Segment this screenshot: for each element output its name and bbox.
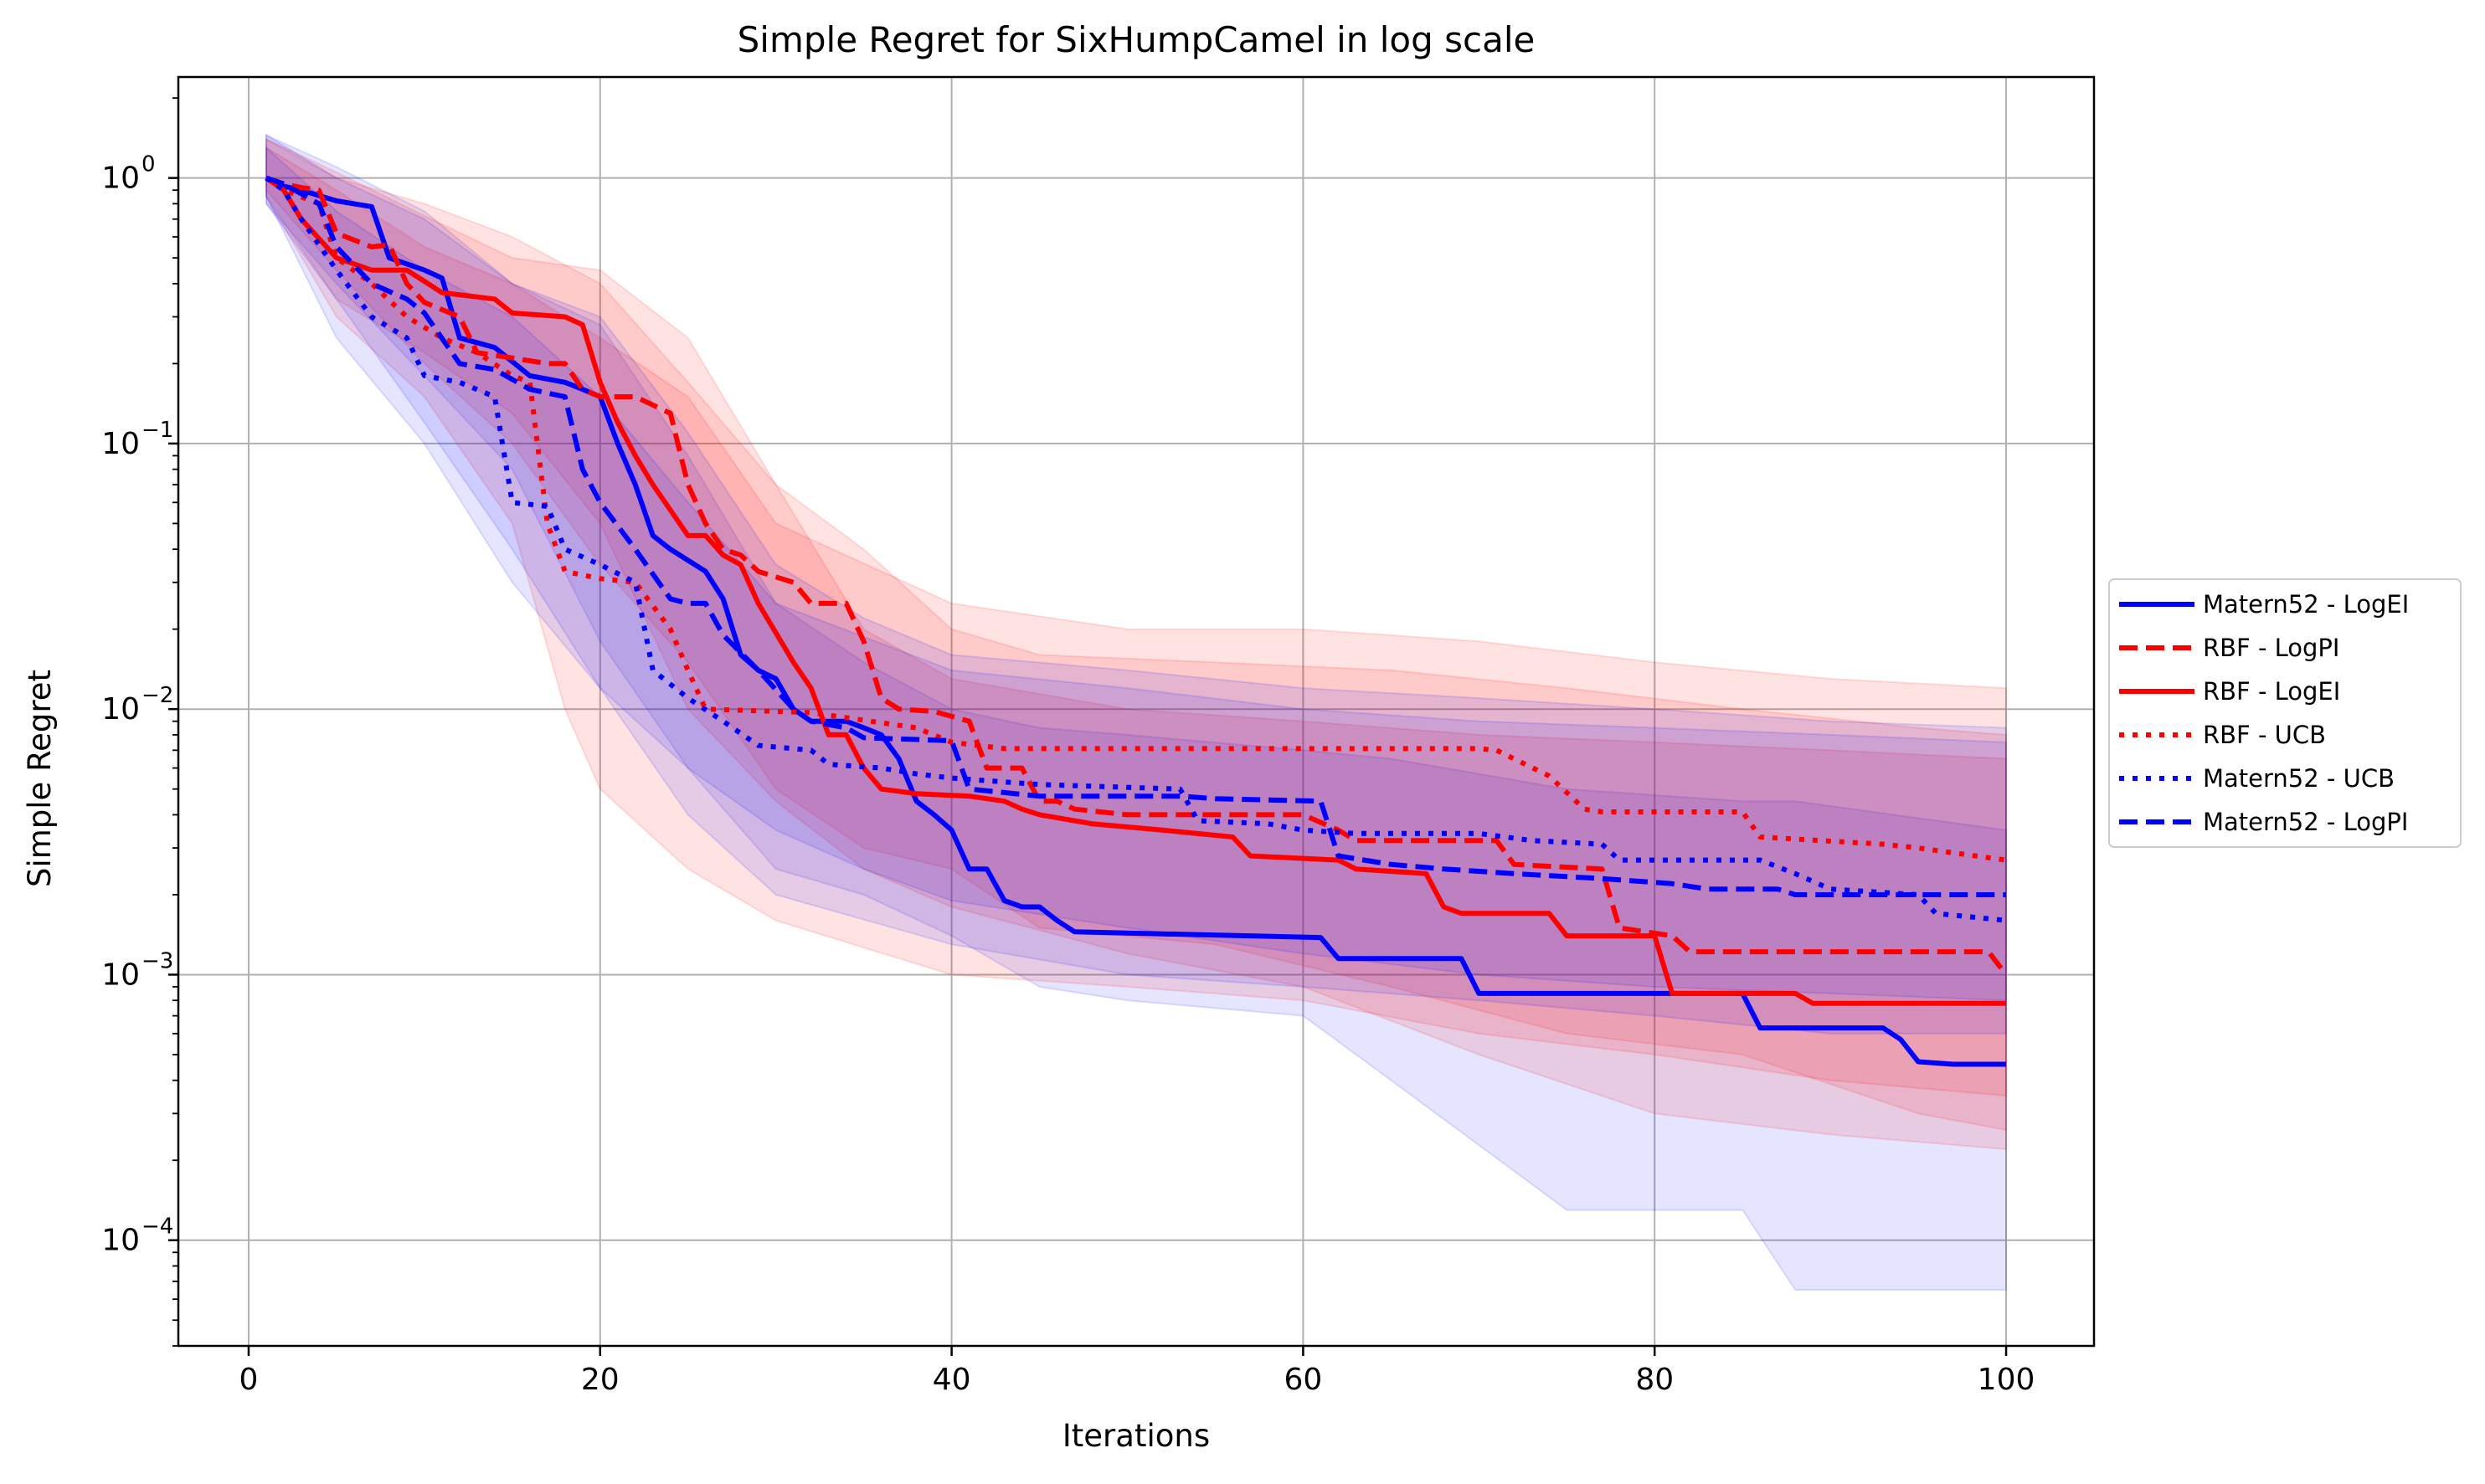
legend-label: RBF - LogPI [2203,634,2339,662]
y-tick-exponent: −1 [141,418,173,443]
x-axis-ticks: 0 20 40 60 80 100 [239,1346,2035,1397]
y-tick-label: 10 [101,162,140,196]
x-tick-label: 60 [1284,1363,1323,1397]
legend-label: Matern52 - UCB [2203,764,2395,793]
x-tick-label: 100 [1978,1363,2035,1397]
confidence-bands [265,133,2007,1291]
confidence-band [265,137,2007,1151]
y-tick-label: 10 [101,958,140,992]
grid-lines [178,77,2094,1346]
x-tick-label: 0 [239,1363,259,1397]
legend-label: Matern52 - LogPI [2203,808,2408,836]
chart-title: Simple Regret for SixHumpCamel in log sc… [738,19,1536,60]
y-tick-exponent: −2 [141,683,173,708]
x-tick-label: 20 [581,1363,620,1397]
x-tick-label: 40 [933,1363,971,1397]
y-tick-label: 10 [101,692,140,727]
y-tick-exponent: −3 [141,948,173,973]
series-line [265,176,2006,1006]
series-line [265,175,2009,977]
confidence-band [265,146,2007,1097]
confidence-band [265,137,2007,1132]
y-tick-exponent: −4 [141,1214,173,1240]
y-tick-exponent: 0 [141,152,156,177]
series-line [265,175,2006,1067]
series-line [265,176,2007,863]
legend: Matern52 - LogEI RBF - LogPI RBF - LogEI RB… [2108,578,2462,848]
axes-frame [177,75,2096,1348]
series-line [265,176,2007,923]
y-tick-label: 10 [101,427,140,461]
x-axis-label: Iterations [1062,1418,1210,1454]
confidence-band [265,146,2007,1035]
legend-label: RBF - UCB [2203,721,2326,749]
y-axis-label: Simple Regret [22,670,58,887]
series-lines [265,175,2009,1067]
legend-label: RBF - LogEI [2203,677,2340,706]
confidence-band [265,133,2007,1002]
legend-box [2108,578,2462,848]
x-tick-label: 80 [1635,1363,1674,1397]
y-tick-label: 10 [101,1224,140,1258]
legend-label: Matern52 - LogEI [2203,590,2409,619]
confidence-band [265,133,2007,1291]
